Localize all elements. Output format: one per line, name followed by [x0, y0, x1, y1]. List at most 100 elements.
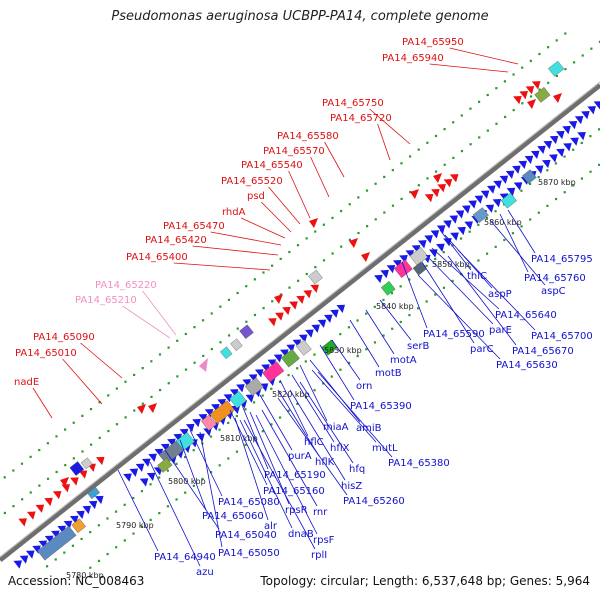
gene-arrow-forward: [443, 220, 452, 229]
track-dot: [227, 457, 230, 460]
track-dot: [64, 464, 67, 467]
lower-gene-label: hflC: [304, 437, 324, 448]
gene-arrow-forward: [82, 505, 92, 515]
lower-leader-line: [349, 319, 380, 368]
track-dot: [158, 476, 161, 479]
track-dot: [305, 272, 308, 276]
track-dot: [218, 428, 221, 431]
track-dot: [451, 244, 454, 247]
track-dot: [115, 423, 119, 426]
lower-leader-line: [277, 397, 348, 496]
lower-gene-label: PA14_65630: [496, 360, 558, 371]
reverse-gene-marker: [410, 189, 419, 199]
lower-gene-label: rplI: [311, 550, 327, 561]
lower-leader-line: [261, 409, 318, 507]
gene-arrow-forward: [88, 500, 98, 510]
track-dot: [426, 141, 429, 144]
lower-gene-label: serB: [407, 341, 429, 352]
track-dot: [244, 408, 247, 411]
track-dot: [236, 291, 239, 295]
track-dot: [347, 361, 351, 365]
gene-arrow-forward: [25, 550, 35, 559]
track-dot: [434, 134, 438, 138]
track-dot: [399, 320, 402, 324]
gene-block: [209, 400, 235, 424]
gene-block: [412, 261, 427, 276]
track-dot: [183, 455, 187, 459]
gene-arrow-forward: [236, 384, 245, 393]
upper-gene-label: PA14_65580: [277, 131, 339, 142]
track-dot: [313, 353, 316, 356]
gene-arrow-forward: [336, 304, 346, 313]
track-dot: [495, 87, 498, 90]
gene-arrow-forward: [223, 394, 233, 403]
gene-arrow-forward: [499, 175, 509, 184]
gene-arrow-forward: [449, 215, 458, 224]
track-dot: [555, 39, 558, 42]
track-dot: [347, 326, 351, 329]
track-dot: [511, 232, 515, 235]
track-dot: [97, 559, 101, 563]
track-dot: [115, 387, 118, 390]
track-dot: [494, 245, 497, 248]
track-dot: [365, 189, 369, 192]
gene-arrow-forward: [574, 116, 584, 125]
gene-arrow-reverse: [531, 81, 541, 90]
gene-arrow-forward: [139, 478, 149, 487]
track-dot: [218, 464, 221, 467]
track-dot: [159, 388, 162, 392]
track-dot: [184, 368, 188, 371]
gene-arrow-forward: [19, 555, 29, 564]
track-dot: [554, 197, 558, 201]
track-dot: [597, 128, 600, 131]
track-dot: [382, 334, 385, 337]
lower-leader-line: [164, 449, 220, 530]
track-dot: [546, 204, 549, 207]
gene-block: [472, 207, 489, 224]
track-dot: [477, 100, 481, 103]
track-dot: [314, 266, 317, 269]
track-dot: [452, 121, 455, 124]
track-dot: [124, 380, 127, 383]
track-dot: [253, 278, 256, 281]
pseudogene-marker: [199, 358, 208, 372]
gene-arrow-reverse: [289, 301, 298, 310]
track-dot: [107, 394, 110, 397]
track-dot: [503, 115, 507, 119]
gene-block: [229, 391, 247, 409]
kbp-tick-label: 5810 kbp: [220, 434, 258, 443]
gene-arrow-forward: [556, 148, 565, 157]
upper-leader-line: [268, 186, 301, 225]
gene-arrow-forward: [185, 423, 195, 433]
gene-block: [308, 269, 323, 285]
gene-arrow-forward: [305, 329, 314, 338]
track-dot: [270, 264, 274, 267]
track-dot: [72, 457, 75, 460]
track-dot: [564, 32, 567, 35]
accession-text: Accession: NC_008463: [8, 574, 145, 588]
gene-arrow-forward: [380, 269, 389, 279]
track-dot: [399, 285, 402, 288]
track-dot: [115, 546, 118, 549]
lower-gene-label: rnr: [313, 507, 328, 518]
gene-arrow-forward: [570, 137, 579, 146]
gene-arrow-forward: [563, 143, 572, 152]
lower-leader-line: [117, 469, 159, 552]
track-dot: [486, 129, 489, 132]
track-dot: [546, 46, 550, 49]
lower-gene-label: purA: [288, 451, 312, 462]
lower-leader-line: [421, 261, 475, 344]
upper-gene-label: PA14_65950: [402, 37, 464, 48]
lower-leader-line: [255, 414, 318, 535]
gene-arrow-forward: [474, 195, 484, 204]
gene-block: [280, 348, 300, 368]
lower-gene-label: motB: [375, 368, 402, 379]
track-dot: [520, 189, 523, 192]
gene-block: [393, 259, 413, 279]
lower-gene-label: orn: [356, 381, 372, 392]
track-dot: [528, 182, 532, 186]
reverse-gene-marker: [527, 99, 536, 109]
gene-arrow-forward: [468, 200, 477, 209]
track-dot: [97, 524, 100, 527]
track-dot: [443, 128, 446, 131]
